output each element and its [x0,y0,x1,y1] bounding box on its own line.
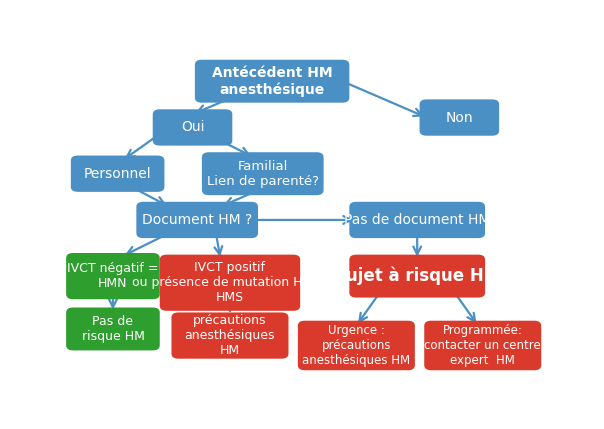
Text: Programmée:
contacter un centre
expert  HM: Programmée: contacter un centre expert H… [425,324,541,367]
Text: Document HM ?: Document HM ? [142,213,252,227]
FancyBboxPatch shape [66,253,159,299]
FancyBboxPatch shape [202,152,324,195]
Text: Sujet à risque HM: Sujet à risque HM [334,267,500,285]
FancyBboxPatch shape [66,308,159,350]
FancyBboxPatch shape [172,312,289,359]
Text: IVCT négatif =
HMN: IVCT négatif = HMN [67,262,159,290]
Text: Familial
Lien de parenté?: Familial Lien de parenté? [207,160,319,188]
FancyBboxPatch shape [153,109,233,145]
FancyBboxPatch shape [137,202,258,238]
Text: Urgence :
précautions
anesthésiques HM: Urgence : précautions anesthésiques HM [302,324,411,367]
FancyBboxPatch shape [71,156,164,192]
FancyBboxPatch shape [349,255,485,298]
Text: Pas de document HM: Pas de document HM [344,213,490,227]
Text: Oui: Oui [181,121,204,134]
FancyBboxPatch shape [159,255,300,311]
FancyBboxPatch shape [298,321,415,370]
Text: Non: Non [446,111,473,124]
FancyBboxPatch shape [424,321,541,370]
FancyBboxPatch shape [349,202,485,238]
Text: précautions
anesthésiques
HM: précautions anesthésiques HM [185,314,275,357]
Text: Antécédent HM
anesthésique: Antécédent HM anesthésique [212,66,332,97]
FancyBboxPatch shape [420,100,499,136]
Text: Pas de
risque HM: Pas de risque HM [82,315,144,343]
Text: IVCT positif
ou présence de mutation HM =
HMS: IVCT positif ou présence de mutation HM … [132,261,328,304]
Text: Personnel: Personnel [84,167,152,181]
FancyBboxPatch shape [195,60,349,103]
